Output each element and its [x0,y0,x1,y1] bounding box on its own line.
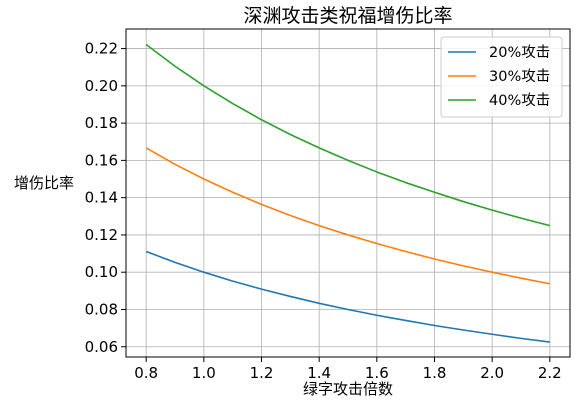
series-line-2 [145,147,550,285]
x-tick-label: 1.4 [307,364,331,382]
x-tick-label: 1.0 [192,364,216,382]
legend-label-3: 40%攻击 [489,92,550,109]
x-tick-label: 2.0 [480,364,504,382]
series-line-3 [145,43,551,227]
x-tick-label: 1.6 [365,364,389,382]
y-tick-label: 0.12 [85,226,118,244]
y-tick-label: 0.14 [85,189,118,207]
x-tick-label: 2.2 [538,364,562,382]
y-tick-label: 0.06 [85,338,118,356]
series-lines [145,43,551,343]
y-axis-label: 增伤比率 [14,174,74,192]
x-tick-label: 1.2 [250,364,274,382]
legend-label-2: 30%攻击 [489,68,550,85]
x-axis-label: 绿字攻击倍数 [303,380,393,398]
y-axis: 0.06 0.08 0.10 0.12 0.14 0.16 0.18 0.20 0.22 [85,40,126,356]
plot-frame [125,28,571,358]
legend-box [440,36,563,118]
y-tick-label: 0.18 [85,114,118,132]
y-tick-label: 0.16 [85,151,118,169]
y-tick-label: 0.10 [85,263,118,281]
chart-title: 深渊攻击类祝福增伤比率 [243,5,452,27]
y-tick-label: 0.08 [85,300,118,318]
y-tick-label: 0.20 [85,77,118,95]
series-line-1 [145,250,550,343]
x-tick-label: 0.8 [134,364,158,382]
legend: 20%攻击 30%攻击 40%攻击 [440,36,563,118]
x-axis: 0.8 1.0 1.2 1.4 1.6 1.8 2.0 2.2 [134,357,562,382]
legend-label-1: 20%攻击 [489,44,550,61]
x-tick-label: 1.8 [423,364,447,382]
y-tick-label: 0.22 [85,40,118,58]
